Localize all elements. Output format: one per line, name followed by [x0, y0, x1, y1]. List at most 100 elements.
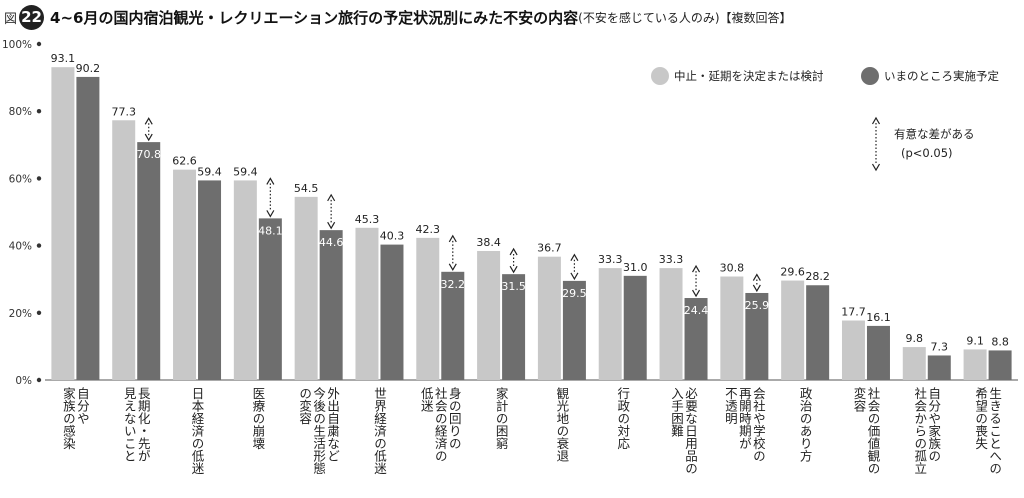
bar-cancel-9: [598, 268, 622, 380]
data-label-planned-11: 25.9: [745, 299, 770, 312]
data-label-planned-5: 40.3: [380, 230, 405, 243]
x-category-label-13: 変容: [851, 386, 866, 413]
data-label-cancel-6: 42.3: [416, 223, 441, 236]
y-tick-dot: [36, 176, 42, 181]
x-category-label-10: 必要な日用品の: [683, 387, 698, 475]
legend-label-planned: いまのところ実施予定: [884, 69, 999, 83]
bar-cancel-13: [841, 320, 865, 380]
x-category-label-14: 社会からの孤立: [912, 386, 927, 475]
bar-planned-2: [198, 180, 222, 380]
bar-cancel-11: [720, 276, 744, 380]
significance-arrowhead-down-4: [327, 221, 336, 230]
x-category-label-4: 外出自粛など: [325, 387, 340, 462]
data-label-planned-15: 8.8: [991, 335, 1009, 348]
bar-planned-12: [806, 285, 830, 380]
data-label-planned-9: 31.0: [623, 261, 648, 274]
significance-arrowhead-up-4: [327, 193, 336, 202]
bar-planned-3: [258, 218, 282, 380]
x-category-label-15: 生きることへの: [987, 387, 1002, 475]
data-label-cancel-2: 62.6: [172, 155, 197, 168]
x-category-label-0: 自分や: [75, 387, 90, 425]
bar-cancel-10: [659, 268, 683, 380]
significance-arrowhead-down-8: [570, 272, 579, 281]
bar-planned-10: [684, 298, 708, 380]
bar-planned-4: [319, 230, 343, 380]
data-label-planned-2: 59.4: [197, 165, 222, 178]
data-label-planned-0: 90.2: [76, 62, 101, 75]
data-label-cancel-10: 33.3: [659, 253, 684, 266]
data-label-cancel-4: 54.5: [294, 182, 319, 195]
x-category-label-3: 医療の崩壊: [250, 387, 265, 450]
legend-swatch-cancel: [651, 67, 669, 85]
x-category-label-8: 観光地の衰退: [554, 387, 569, 462]
x-category-label-9: 行政の対応: [615, 387, 630, 450]
data-label-cancel-7: 38.4: [476, 236, 501, 249]
data-label-cancel-9: 33.3: [598, 253, 623, 266]
data-label-cancel-8: 36.7: [537, 242, 562, 255]
significance-arrowhead-down-11: [752, 284, 761, 293]
x-category-label-1: 見えないこと: [122, 387, 137, 462]
figure-prefix: 図: [4, 11, 18, 27]
legend-significance-arrowhead-down: [871, 163, 881, 172]
x-category-label-11: 再開時期が: [737, 387, 752, 450]
significance-arrowhead-up-10: [692, 264, 701, 273]
bar-cancel-3: [233, 180, 257, 380]
data-label-planned-10: 24.4: [684, 304, 709, 317]
bar-cancel-0: [51, 67, 75, 381]
y-tick-label: 100%: [2, 39, 32, 51]
y-tick-label: 80%: [9, 106, 32, 118]
bar-planned-15: [988, 350, 1012, 380]
significance-arrowhead-up-1: [144, 117, 153, 125]
data-label-cancel-1: 77.3: [111, 105, 136, 118]
data-label-cancel-15: 9.1: [966, 334, 984, 347]
data-label-planned-14: 7.3: [931, 340, 949, 353]
data-label-cancel-5: 45.3: [355, 213, 380, 226]
bar-cancel-5: [355, 227, 379, 380]
significance-arrowhead-down-6: [448, 263, 457, 271]
chart-title: 4~6月の国内宿泊観光・レクリエーション旅行の予定状況別にみた不安の内容: [50, 8, 579, 27]
data-label-cancel-0: 93.1: [51, 52, 76, 65]
data-label-cancel-11: 30.8: [720, 262, 745, 275]
data-label-cancel-3: 59.4: [233, 165, 258, 178]
significance-note-line2: (p<0.05): [901, 146, 953, 160]
x-category-label-15: 希望の喪失: [973, 386, 988, 450]
significance-arrowhead-down-1: [144, 133, 153, 142]
bar-cancel-14: [902, 347, 926, 380]
bar-planned-0: [76, 76, 100, 380]
x-category-label-4: の変容: [297, 387, 312, 425]
bar-cancel-1: [112, 120, 136, 380]
x-category-label-1: 長期化・先が: [136, 387, 151, 462]
significance-arrowhead-down-7: [509, 265, 518, 274]
bar-planned-7: [502, 274, 526, 380]
significance-arrowhead-down-3: [266, 210, 275, 218]
figure-number-badge: 22: [19, 4, 45, 30]
bar-planned-9: [623, 275, 647, 380]
significance-note-line1: 有意な差がある: [894, 127, 975, 141]
x-category-label-7: 家計の困窮: [494, 386, 509, 450]
data-label-planned-13: 16.1: [866, 311, 891, 324]
data-label-planned-8: 29.5: [562, 287, 587, 300]
data-label-planned-12: 28.2: [805, 270, 830, 283]
x-category-label-11: 会社や学校の: [751, 387, 766, 462]
chart-subtitle: (不安を感じている人のみ)【複数回答】: [578, 10, 792, 25]
bar-planned-8: [562, 280, 586, 380]
significance-arrowhead-up-3: [266, 177, 275, 185]
y-tick-label: 20%: [9, 308, 32, 320]
bar-cancel-6: [416, 237, 440, 380]
legend-significance-arrowhead-up: [871, 116, 881, 125]
x-category-label-10: 入手困難: [669, 387, 684, 437]
data-label-cancel-13: 17.7: [841, 306, 866, 319]
x-category-label-2: 日本経済の低迷: [190, 387, 205, 475]
y-tick-label: 60%: [9, 173, 32, 185]
y-tick-dot: [36, 243, 42, 248]
significance-arrowhead-up-8: [570, 253, 579, 261]
chart-title-bar: 図 22 4~6月の国内宿泊観光・レクリエーション旅行の予定状況別にみた不安の内…: [4, 4, 792, 30]
x-category-label-6: 身の回りの: [447, 386, 462, 450]
data-label-planned-4: 44.6: [319, 236, 344, 249]
data-label-cancel-12: 29.6: [780, 266, 805, 279]
data-label-planned-6: 32.2: [441, 278, 466, 291]
bar-planned-6: [441, 271, 465, 380]
x-category-label-12: 政治のあり方: [798, 387, 813, 463]
y-tick-dot: [36, 310, 42, 315]
x-category-label-14: 自分や家族の: [926, 387, 941, 462]
